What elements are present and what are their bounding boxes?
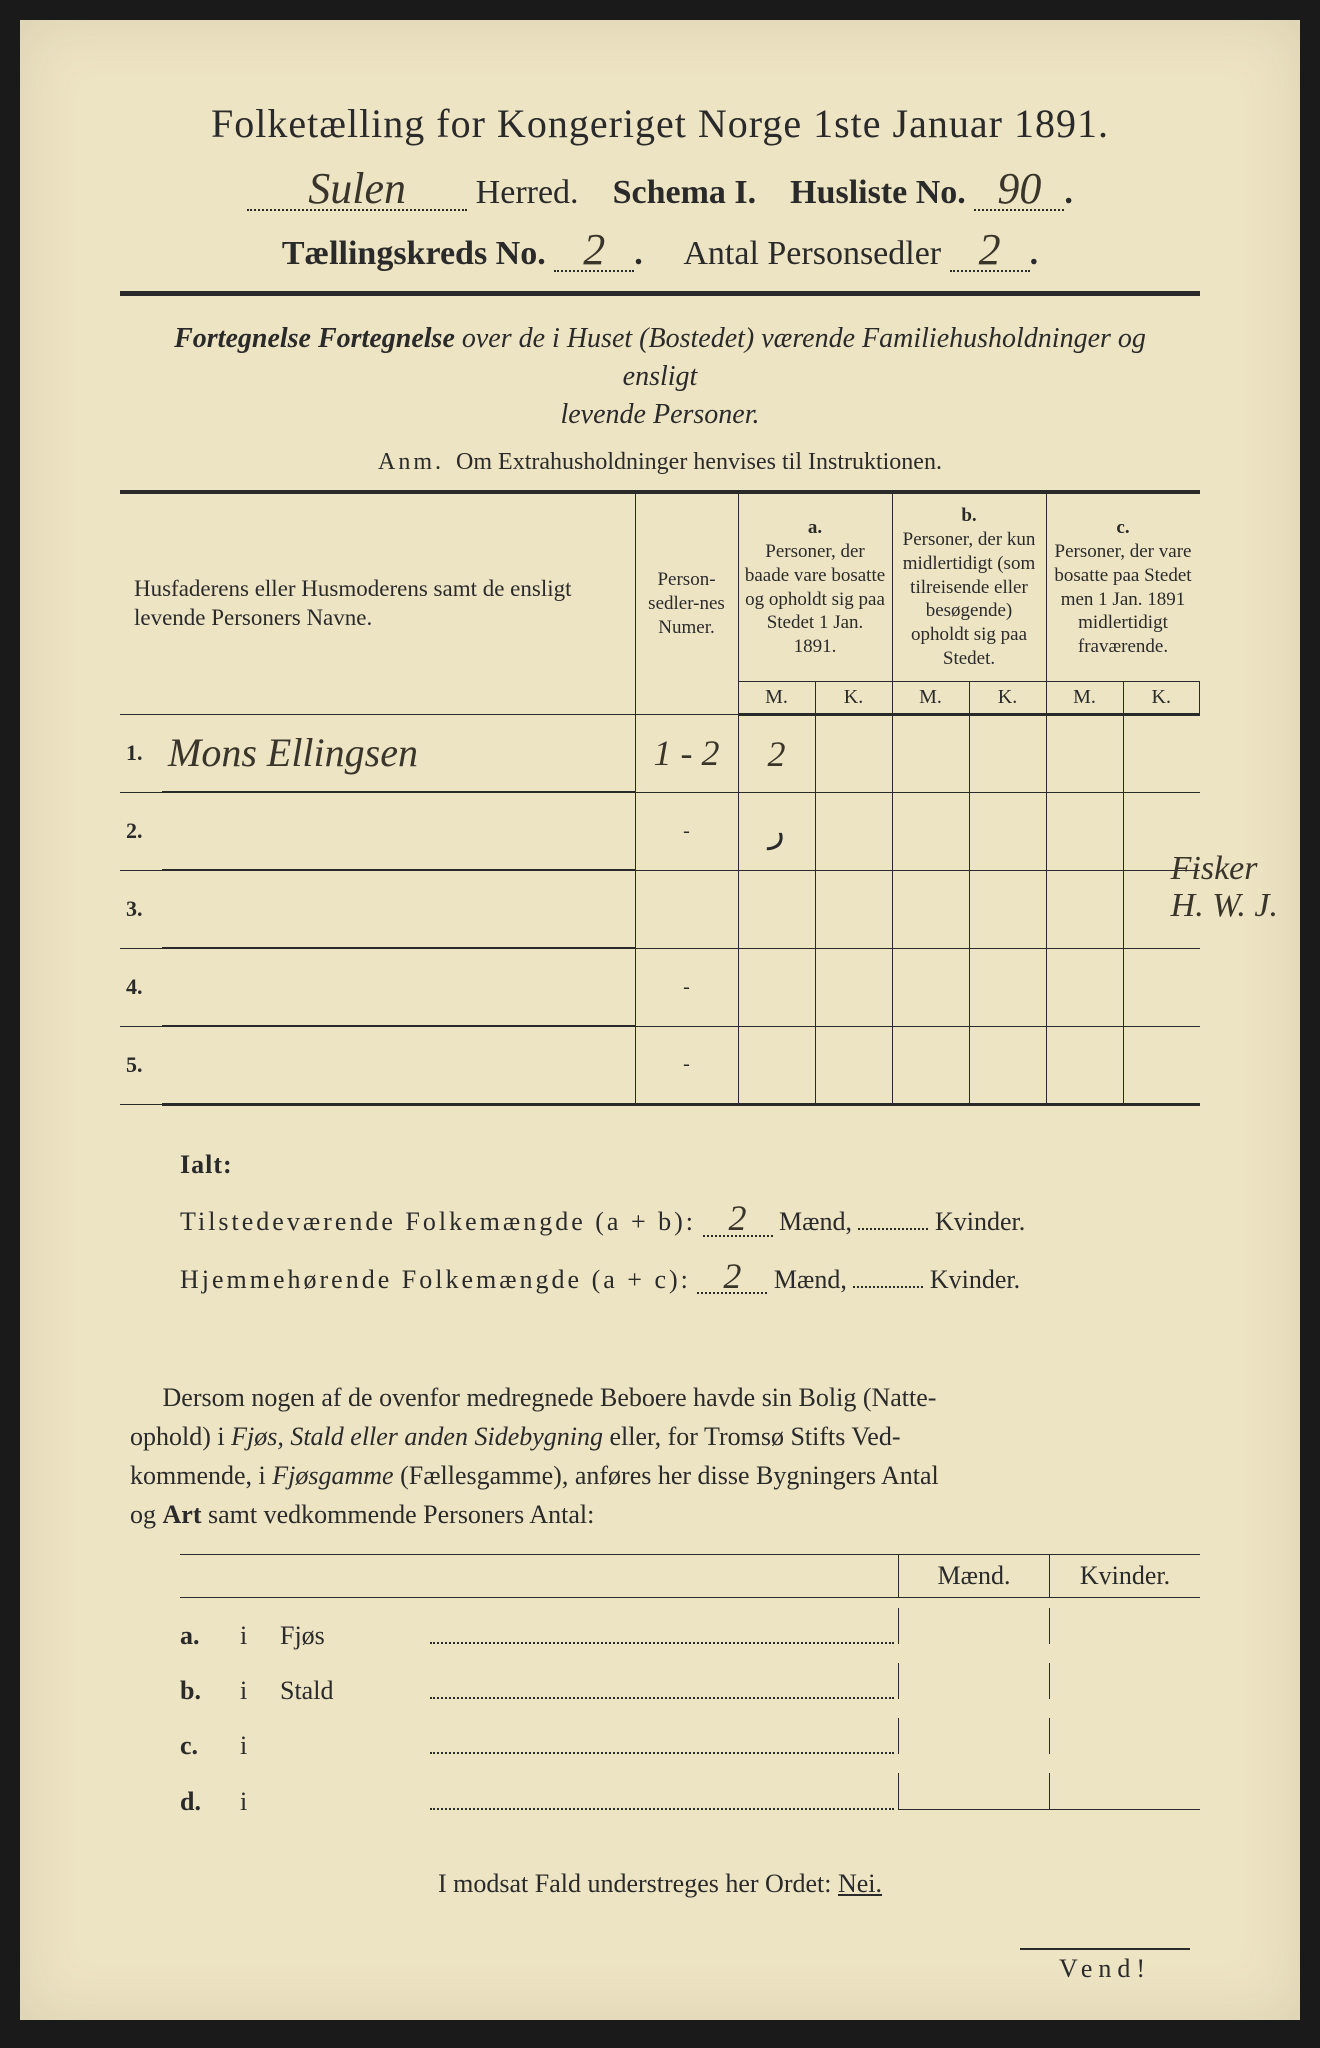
col-b-k: K.	[969, 681, 1046, 714]
anm-line: Anm. Om Extrahusholdninger henvises til …	[120, 449, 1200, 476]
bolig-paragraph: Dersom nogen af de ovenfor medregnede Be…	[120, 1378, 1200, 1534]
col-c-k: K.	[1123, 681, 1200, 714]
col-b-label: b.	[961, 505, 976, 526]
margin-note: Fisker H. W. J.	[1171, 850, 1278, 925]
col-numer: Person-sedler-nes Numer.	[635, 492, 738, 714]
kreds-label: Tællingskreds No.	[282, 235, 546, 272]
totals-block: Ialt: Tilstedeværende Folkemængde (a + b…	[120, 1136, 1200, 1308]
section-intro: Fortegnelse Fortegnelse over de i Huset …	[150, 320, 1170, 433]
col-a-text: Personer, der baade vare bosatte og opho…	[745, 541, 885, 657]
col-c-text: Personer, der vare bosatte paa Stedet me…	[1054, 541, 1191, 657]
bolig-table: Mænd. Kvinder. a. i Fjøs b. i Stald c. i…	[120, 1554, 1200, 1819]
header-row-1: Sulen Herred. Schema I. Husliste No. 90.	[120, 169, 1200, 212]
antal-value: 2	[979, 225, 1001, 274]
table-row: 5. -	[120, 1026, 1200, 1105]
header-row-2: Tællingskreds No. 2. Antal Personsedler …	[120, 230, 1200, 273]
bolig-col-m: Mænd.	[898, 1555, 1049, 1597]
table-row: 1. Mons Ellingsen 1 - 2 2	[120, 714, 1200, 792]
col-c-label: c.	[1116, 517, 1129, 538]
col-c-m: M.	[1046, 681, 1123, 714]
nei-word: Nei.	[838, 1869, 882, 1898]
col-b-m: M.	[892, 681, 969, 714]
extra-mark: ر	[768, 813, 784, 850]
bolig-row: c. i	[180, 1708, 1200, 1763]
totals-line-1: Tilstedeværende Folkemængde (a + b): 2 M…	[180, 1193, 1200, 1250]
antal-label: Antal Personsedler	[683, 235, 941, 272]
col-names: Husfaderens eller Husmoderens samt de en…	[126, 555, 629, 653]
bolig-row: b. i Stald	[180, 1653, 1200, 1708]
anm-label: Anm.	[378, 449, 444, 475]
herred-label: Herred.	[476, 174, 579, 211]
table-row: 3.	[120, 870, 1200, 948]
divider	[120, 291, 1200, 296]
herred-value: Sulen	[308, 164, 406, 213]
vend-label: Vend!	[1020, 1948, 1190, 1984]
person-name: Mons Ellingsen	[168, 730, 418, 775]
margin-note-1: Fisker	[1171, 850, 1278, 887]
page-title: Folketælling for Kongeriget Norge 1ste J…	[120, 100, 1200, 147]
totals-line-2: Hjemmehørende Folkemængde (a + c): 2 Mæn…	[180, 1251, 1200, 1308]
anm-text: Om Extrahusholdninger henvises til Instr…	[456, 449, 942, 475]
household-table: Husfaderens eller Husmoderens samt de en…	[120, 490, 1200, 1106]
ialt-label: Ialt:	[180, 1136, 1200, 1193]
table-row: 4. -	[120, 948, 1200, 1026]
census-form-page: Folketælling for Kongeriget Norge 1ste J…	[20, 20, 1300, 2020]
kreds-value: 2	[583, 225, 605, 274]
col-a-k: K.	[815, 681, 892, 714]
margin-note-2: H. W. J.	[1171, 887, 1278, 924]
nei-line: I modsat Fald understreges her Ordet: Ne…	[120, 1869, 1200, 1899]
bolig-row: a. i Fjøs	[180, 1598, 1200, 1653]
husliste-label: Husliste No.	[790, 174, 966, 211]
table-row: 2. - ر	[120, 792, 1200, 870]
col-a-m: M.	[738, 681, 815, 714]
col-a-label: a.	[808, 517, 822, 538]
schema-label: Schema I.	[613, 174, 757, 211]
bolig-col-k: Kvinder.	[1049, 1555, 1200, 1597]
bolig-row: d. i	[180, 1763, 1200, 1819]
husliste-value: 90	[997, 164, 1041, 213]
col-b-text: Personer, der kun midlertidigt (som tilr…	[903, 529, 1036, 669]
